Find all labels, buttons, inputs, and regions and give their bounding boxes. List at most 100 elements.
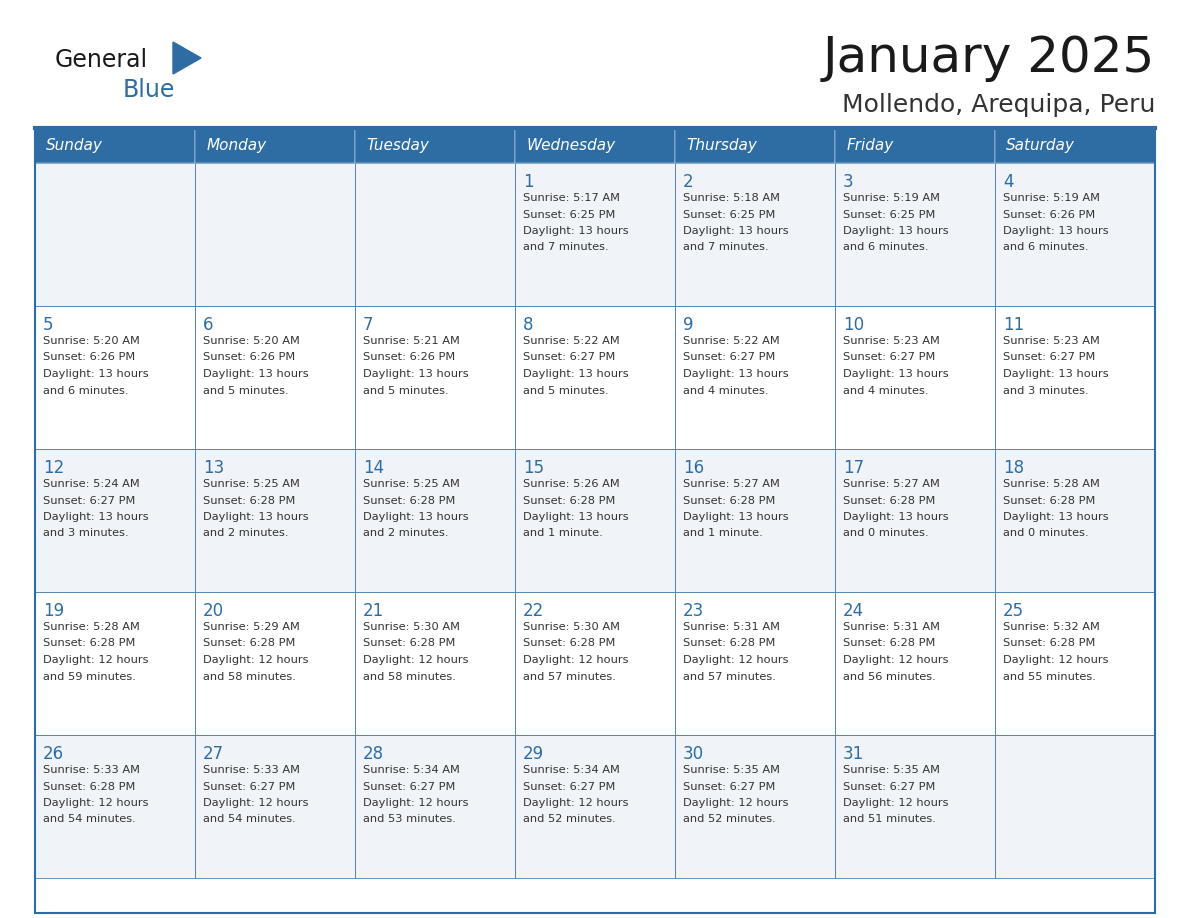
Text: Sunrise: 5:25 AM: Sunrise: 5:25 AM	[203, 479, 299, 489]
Text: Sunrise: 5:33 AM: Sunrise: 5:33 AM	[43, 765, 140, 775]
Text: 1: 1	[523, 173, 533, 191]
Text: Daylight: 13 hours: Daylight: 13 hours	[523, 369, 628, 379]
Text: Sunrise: 5:24 AM: Sunrise: 5:24 AM	[43, 479, 140, 489]
Text: Daylight: 13 hours: Daylight: 13 hours	[843, 512, 949, 522]
Text: Sunset: 6:25 PM: Sunset: 6:25 PM	[523, 209, 615, 219]
Text: Sunrise: 5:28 AM: Sunrise: 5:28 AM	[43, 622, 140, 632]
FancyBboxPatch shape	[675, 735, 835, 878]
Text: Sunset: 6:28 PM: Sunset: 6:28 PM	[364, 496, 455, 506]
Text: and 59 minutes.: and 59 minutes.	[43, 671, 135, 681]
Text: Sunrise: 5:30 AM: Sunrise: 5:30 AM	[364, 622, 460, 632]
Text: Sunrise: 5:31 AM: Sunrise: 5:31 AM	[683, 622, 781, 632]
Text: 11: 11	[1003, 316, 1024, 334]
FancyBboxPatch shape	[835, 735, 996, 878]
Text: Sunset: 6:28 PM: Sunset: 6:28 PM	[43, 639, 135, 648]
Text: 27: 27	[203, 745, 225, 763]
FancyBboxPatch shape	[516, 449, 675, 592]
FancyBboxPatch shape	[996, 592, 1155, 735]
Text: Sunset: 6:26 PM: Sunset: 6:26 PM	[43, 353, 135, 363]
Text: Daylight: 13 hours: Daylight: 13 hours	[43, 369, 148, 379]
Text: 6: 6	[203, 316, 214, 334]
Text: Daylight: 12 hours: Daylight: 12 hours	[203, 655, 309, 665]
Text: Sunset: 6:28 PM: Sunset: 6:28 PM	[843, 496, 935, 506]
Text: Sunrise: 5:17 AM: Sunrise: 5:17 AM	[523, 193, 620, 203]
Text: Daylight: 13 hours: Daylight: 13 hours	[203, 369, 309, 379]
Text: Sunrise: 5:22 AM: Sunrise: 5:22 AM	[683, 336, 779, 346]
Text: Daylight: 12 hours: Daylight: 12 hours	[683, 798, 789, 808]
Text: 8: 8	[523, 316, 533, 334]
Text: Daylight: 12 hours: Daylight: 12 hours	[523, 655, 628, 665]
FancyBboxPatch shape	[355, 306, 516, 449]
Text: Sunset: 6:26 PM: Sunset: 6:26 PM	[203, 353, 296, 363]
Text: and 5 minutes.: and 5 minutes.	[364, 386, 449, 396]
Text: Sunrise: 5:23 AM: Sunrise: 5:23 AM	[1003, 336, 1100, 346]
Text: Daylight: 13 hours: Daylight: 13 hours	[364, 512, 468, 522]
Text: 15: 15	[523, 459, 544, 477]
FancyBboxPatch shape	[195, 449, 355, 592]
Text: Sunday: Sunday	[46, 138, 103, 153]
FancyBboxPatch shape	[675, 592, 835, 735]
Text: and 5 minutes.: and 5 minutes.	[203, 386, 289, 396]
FancyBboxPatch shape	[996, 449, 1155, 592]
Text: Sunrise: 5:35 AM: Sunrise: 5:35 AM	[843, 765, 940, 775]
Text: Daylight: 13 hours: Daylight: 13 hours	[1003, 512, 1108, 522]
Text: Sunset: 6:28 PM: Sunset: 6:28 PM	[683, 639, 776, 648]
Text: and 58 minutes.: and 58 minutes.	[203, 671, 296, 681]
Text: 29: 29	[523, 745, 544, 763]
Text: Sunset: 6:27 PM: Sunset: 6:27 PM	[43, 496, 135, 506]
Text: 24: 24	[843, 602, 864, 620]
FancyBboxPatch shape	[195, 735, 355, 878]
Text: Daylight: 12 hours: Daylight: 12 hours	[43, 798, 148, 808]
Text: 22: 22	[523, 602, 544, 620]
Text: and 7 minutes.: and 7 minutes.	[683, 242, 769, 252]
FancyBboxPatch shape	[835, 449, 996, 592]
Text: Sunset: 6:26 PM: Sunset: 6:26 PM	[364, 353, 455, 363]
Text: Blue: Blue	[124, 78, 176, 102]
Text: Wednesday: Wednesday	[526, 138, 615, 153]
Text: Sunset: 6:28 PM: Sunset: 6:28 PM	[43, 781, 135, 791]
Text: Sunrise: 5:19 AM: Sunrise: 5:19 AM	[1003, 193, 1100, 203]
Text: 25: 25	[1003, 602, 1024, 620]
Text: 3: 3	[843, 173, 854, 191]
Text: Sunset: 6:27 PM: Sunset: 6:27 PM	[683, 353, 776, 363]
Text: and 56 minutes.: and 56 minutes.	[843, 671, 936, 681]
FancyBboxPatch shape	[516, 306, 675, 449]
Text: Sunset: 6:28 PM: Sunset: 6:28 PM	[843, 639, 935, 648]
Text: Daylight: 13 hours: Daylight: 13 hours	[1003, 226, 1108, 236]
Text: Daylight: 13 hours: Daylight: 13 hours	[364, 369, 468, 379]
Text: Sunrise: 5:23 AM: Sunrise: 5:23 AM	[843, 336, 940, 346]
Text: and 54 minutes.: and 54 minutes.	[203, 814, 296, 824]
Text: Sunset: 6:27 PM: Sunset: 6:27 PM	[843, 353, 935, 363]
Text: and 2 minutes.: and 2 minutes.	[364, 529, 449, 539]
Text: 20: 20	[203, 602, 225, 620]
Text: General: General	[55, 48, 148, 72]
Text: Daylight: 13 hours: Daylight: 13 hours	[523, 512, 628, 522]
Text: Sunrise: 5:28 AM: Sunrise: 5:28 AM	[1003, 479, 1100, 489]
Text: Sunrise: 5:35 AM: Sunrise: 5:35 AM	[683, 765, 781, 775]
Text: and 4 minutes.: and 4 minutes.	[683, 386, 769, 396]
Text: Daylight: 12 hours: Daylight: 12 hours	[523, 798, 628, 808]
Text: Sunset: 6:28 PM: Sunset: 6:28 PM	[203, 639, 296, 648]
Text: Sunset: 6:27 PM: Sunset: 6:27 PM	[523, 353, 615, 363]
Text: and 3 minutes.: and 3 minutes.	[1003, 386, 1088, 396]
FancyBboxPatch shape	[355, 735, 516, 878]
Text: and 6 minutes.: and 6 minutes.	[43, 386, 128, 396]
Text: Sunset: 6:28 PM: Sunset: 6:28 PM	[1003, 496, 1095, 506]
Text: 13: 13	[203, 459, 225, 477]
Text: 19: 19	[43, 602, 64, 620]
Text: Daylight: 13 hours: Daylight: 13 hours	[203, 512, 309, 522]
FancyBboxPatch shape	[996, 128, 1155, 163]
Text: Sunset: 6:25 PM: Sunset: 6:25 PM	[843, 209, 935, 219]
FancyBboxPatch shape	[355, 449, 516, 592]
Text: Sunrise: 5:34 AM: Sunrise: 5:34 AM	[364, 765, 460, 775]
Text: Sunrise: 5:25 AM: Sunrise: 5:25 AM	[364, 479, 460, 489]
FancyBboxPatch shape	[516, 592, 675, 735]
Text: January 2025: January 2025	[823, 34, 1155, 82]
Text: Sunrise: 5:20 AM: Sunrise: 5:20 AM	[43, 336, 140, 346]
Text: Saturday: Saturday	[1006, 138, 1075, 153]
FancyBboxPatch shape	[516, 163, 675, 306]
Text: Daylight: 13 hours: Daylight: 13 hours	[843, 369, 949, 379]
Text: Sunrise: 5:32 AM: Sunrise: 5:32 AM	[1003, 622, 1100, 632]
Text: 23: 23	[683, 602, 704, 620]
Text: and 57 minutes.: and 57 minutes.	[683, 671, 776, 681]
